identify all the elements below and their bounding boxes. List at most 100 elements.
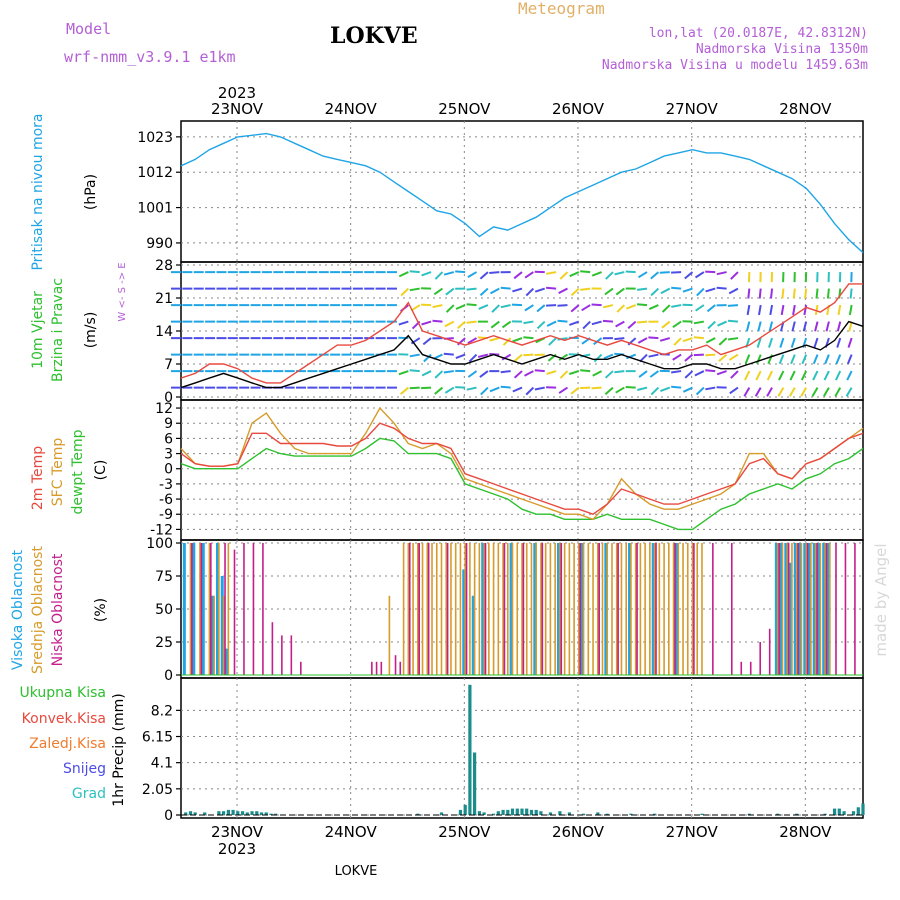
precip-bar — [776, 813, 780, 815]
wind-arrow — [637, 337, 648, 344]
wind-arrow — [803, 304, 808, 316]
wind-arrow — [605, 271, 614, 280]
footer-station: LOKVE — [335, 864, 378, 879]
wind-arrow — [693, 353, 704, 357]
precip-bar — [250, 811, 254, 815]
bottom-day-label: 26NOV — [552, 823, 605, 841]
wind-arrow — [422, 337, 432, 346]
precip-bar — [222, 811, 226, 815]
wind-arrow — [524, 271, 534, 279]
dewpt-temp-line — [180, 437, 864, 531]
wind-arrow — [490, 320, 500, 329]
precip-bar — [416, 813, 420, 815]
wind-arrow — [445, 287, 455, 296]
wind-arrow — [569, 271, 580, 278]
wind-arrow — [615, 320, 625, 328]
precip-bar — [747, 813, 751, 815]
wind-arrow — [671, 370, 682, 374]
precip-legend-item: Ukupna Kisa — [19, 685, 106, 701]
wind-arrow — [501, 353, 512, 361]
wind-arrow — [728, 353, 739, 361]
wind-arrow — [727, 337, 739, 341]
y-tick-label: 6.15 — [142, 730, 173, 746]
wind-arrow — [524, 304, 534, 312]
wind-arrow — [523, 336, 534, 340]
wind-arrow — [682, 386, 693, 393]
wind-arrow — [421, 320, 432, 326]
precip-bar — [856, 807, 860, 815]
precip-bar — [823, 813, 827, 815]
precip-bar — [795, 813, 799, 815]
wind-arrow — [467, 370, 478, 378]
wind-arrow — [729, 386, 739, 395]
wind-arrow — [694, 271, 705, 279]
wind-arrow — [848, 304, 853, 316]
wind-arrow — [558, 353, 569, 361]
y-tick-label: 28 — [155, 258, 173, 274]
wind-arrow — [746, 304, 751, 316]
wind-side-label-2: Brzina i Pravac — [50, 278, 66, 382]
y-tick-label: 75 — [155, 569, 173, 585]
wind-arrow — [466, 320, 477, 324]
wind-arrow — [800, 370, 808, 381]
wind-arrow — [524, 370, 534, 377]
wind-arrow — [661, 320, 671, 329]
wind-arrow — [673, 337, 682, 346]
wind-arrow — [780, 304, 785, 316]
wind-arrow — [834, 387, 842, 397]
wind-arrow — [580, 270, 591, 274]
wind-arrow — [637, 271, 648, 279]
y-tick-label: 25 — [155, 635, 173, 651]
wind-arrow — [659, 271, 670, 274]
precip-bar — [837, 808, 841, 815]
wind-arrow — [467, 271, 478, 278]
precip-bar — [264, 812, 268, 815]
wind-arrow — [813, 337, 819, 348]
wind-arrow — [513, 353, 523, 362]
wind-arrow — [812, 370, 819, 381]
wind-arrow — [730, 370, 739, 379]
wind-arrow — [410, 304, 421, 312]
panel-frame-precip — [180, 677, 864, 819]
precip-bar — [515, 808, 519, 815]
precip-legend-item: Zaledj.Kisa — [29, 736, 106, 752]
wind-arrow — [625, 270, 636, 274]
wind-arrow — [814, 321, 819, 332]
wind-arrow — [479, 287, 489, 297]
wind-arrow — [758, 288, 762, 299]
wind-arrow — [409, 270, 420, 274]
wind-arrow — [626, 304, 637, 310]
top-day-label: 24NOV — [325, 100, 378, 118]
precip-bar — [539, 811, 543, 815]
wind-arrow — [758, 304, 762, 316]
wind-arrow — [570, 304, 580, 313]
y-tick-label: 1023 — [137, 130, 173, 146]
wind-arrow — [500, 370, 511, 374]
wind-arrow — [409, 386, 420, 390]
sfc-temp-line — [180, 406, 864, 521]
precip-bar — [833, 808, 837, 815]
wind-arrow — [718, 353, 728, 362]
wind-arrow — [815, 288, 819, 299]
wind-arrow — [836, 321, 842, 332]
precip-legend-item: Snijeg — [63, 761, 106, 777]
top-day-label: 26NOV — [552, 100, 605, 118]
wind-arrow — [557, 319, 568, 323]
wind-arrow — [409, 287, 420, 292]
model-label: Model — [66, 20, 112, 38]
t2m-temp-line — [180, 422, 864, 515]
wind-arrow — [421, 386, 432, 390]
wind-arrow — [546, 320, 557, 327]
wind-arrow — [477, 353, 489, 358]
watermark: made by Angel — [872, 543, 890, 656]
cloud-unit-label: (%) — [93, 598, 109, 622]
wind-arrow — [570, 386, 580, 395]
y-tick-label: 50 — [155, 602, 173, 618]
wind-arrow — [777, 387, 785, 397]
wind-arrow — [727, 304, 739, 307]
wind-arrow — [443, 352, 454, 356]
wind-arrow — [534, 287, 546, 293]
wind-arrow — [432, 304, 443, 309]
bottom-year-label: 2023 — [218, 840, 256, 858]
